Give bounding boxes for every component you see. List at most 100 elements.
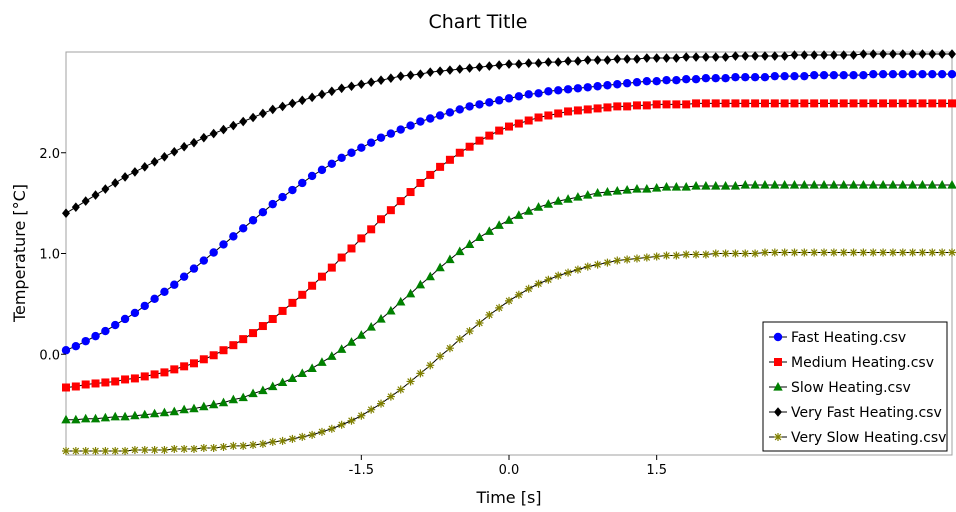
data-point [91,190,100,200]
data-point [583,83,592,92]
data-point [819,179,829,189]
data-point [564,268,573,277]
data-point [228,394,239,404]
data-point [780,51,789,61]
data-point [799,179,810,189]
data-point [662,251,671,260]
data-point [544,275,553,284]
data-point [780,99,789,108]
data-point [544,57,553,67]
legend-item: Slow Heating.csv [769,380,911,396]
data-point [879,248,888,257]
data-point [298,432,307,441]
y-axis-label: Temperature [°C] [10,184,29,323]
data-point [908,248,917,257]
data-point [347,416,356,425]
data-point [455,335,464,344]
data-point [110,411,120,421]
data-point [928,49,937,59]
data-point [229,232,238,241]
data-point [711,180,721,190]
data-point [829,50,838,60]
data-point [948,99,956,108]
data-point [71,446,80,455]
data-point [888,69,898,79]
data-point [169,406,179,416]
data-point [879,49,888,59]
data-point [455,246,465,256]
data-point [268,314,277,323]
data-point [258,108,267,119]
data-point [160,445,169,454]
data-point [848,179,859,189]
data-point [592,188,603,197]
data-point [377,75,386,86]
data-point [534,279,543,288]
series-3 [62,49,956,218]
data-point [593,55,602,65]
data-point [357,411,366,420]
data-point [534,58,543,68]
data-point [484,226,495,235]
data-point [937,179,947,189]
data-point [671,182,682,191]
data-point [918,49,927,59]
data-point [750,72,760,82]
data-point [189,359,198,368]
data-point [751,99,760,108]
data-point [553,196,563,205]
data-point [701,180,711,190]
data-point [465,142,474,151]
data-point [367,405,376,414]
data-point [908,69,917,79]
data-point [277,377,288,387]
data-point [652,77,661,86]
data-point [396,125,405,134]
data-point [603,258,612,267]
data-point [505,122,513,131]
data-point [770,71,779,81]
data-point [928,99,937,108]
data-point [445,254,455,264]
data-point [347,244,356,253]
data-point [426,114,435,123]
data-point [435,111,445,120]
x-axis-label: Time [s] [475,488,541,507]
data-point [505,59,513,69]
data-point [327,424,336,433]
data-point [170,280,179,289]
data-point [288,434,297,443]
data-point [554,57,563,67]
data-point [829,70,839,80]
data-point [455,64,464,74]
data-point [465,327,474,336]
data-point [485,131,494,140]
data-point [485,61,494,71]
data-point [928,248,937,257]
data-point [336,344,347,353]
data-point [258,322,267,331]
data-point [622,79,632,88]
data-point [91,379,100,388]
data-point [199,256,209,265]
data-point [71,202,80,212]
data-point [692,99,701,108]
data-point [140,372,149,381]
data-point [849,70,858,80]
data-point [308,281,317,290]
data-point [651,183,662,192]
data-point [159,407,170,417]
data-point [809,70,819,80]
data-point [150,445,159,454]
data-point [524,58,533,68]
data-point [632,78,642,87]
data-point [209,128,218,139]
data-point [288,298,297,307]
data-point [524,284,533,293]
data-point [425,271,435,281]
data-point [307,171,317,181]
data-point [682,250,691,259]
data-point [71,414,81,424]
data-point [415,279,426,289]
data-point [426,67,435,77]
